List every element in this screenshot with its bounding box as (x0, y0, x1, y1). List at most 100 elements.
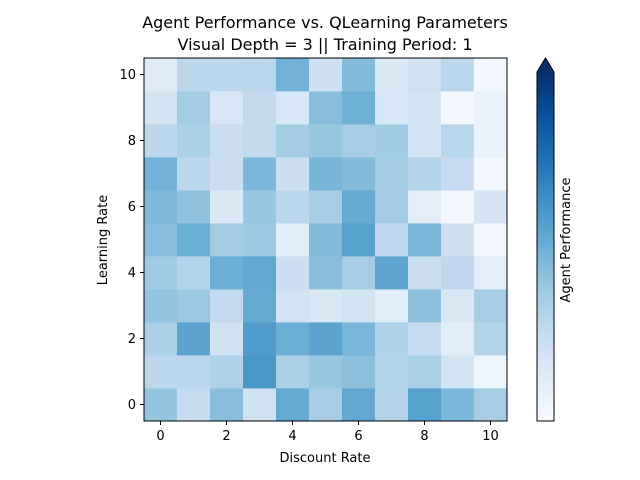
heatmap-cell (375, 322, 409, 356)
y-tick-label: 10 (119, 68, 136, 83)
heatmap-cell (375, 223, 409, 257)
heatmap-cell (144, 157, 178, 191)
heatmap-cell (408, 190, 442, 224)
heatmap-cell (375, 190, 409, 224)
heatmap-cell (375, 91, 409, 125)
heatmap-cell (474, 91, 508, 125)
heatmap-cell (309, 322, 343, 356)
heatmap-cell (276, 289, 310, 323)
heatmap-cell (210, 388, 244, 422)
heatmap-cell (309, 190, 343, 224)
heatmap-cell (474, 256, 508, 290)
heatmap-cell (408, 388, 442, 422)
heatmap-cell (243, 322, 277, 356)
heatmap-cell (441, 256, 475, 290)
heatmap-cell (210, 190, 244, 224)
heatmap-cell (144, 190, 178, 224)
heatmap-cell (276, 256, 310, 290)
heatmap-cell (408, 58, 442, 92)
heatmap-cell (144, 289, 178, 323)
heatmap-cell (408, 322, 442, 356)
heatmap-cell (276, 223, 310, 257)
heatmap-cell (243, 256, 277, 290)
heatmap-cell (342, 388, 376, 422)
heatmap-cell (243, 58, 277, 92)
heatmap-cell (342, 223, 376, 257)
colorbar-gradient (537, 72, 554, 421)
heatmap-cell (177, 289, 211, 323)
heatmap-cell (177, 355, 211, 389)
heatmap-cell (276, 58, 310, 92)
heatmap-cell (474, 388, 508, 422)
heatmap-cell (243, 157, 277, 191)
x-tick-label: 8 (420, 429, 428, 444)
heatmap-cell (177, 322, 211, 356)
heatmap-cell (441, 124, 475, 158)
heatmap-cell (177, 91, 211, 125)
heatmap-cell (243, 91, 277, 125)
heatmap-cell (408, 289, 442, 323)
heatmap-cell (441, 58, 475, 92)
plot-frame (143, 57, 508, 422)
heatmap-cell (375, 289, 409, 323)
heatmap-cell (375, 388, 409, 422)
heatmap-cell (342, 190, 376, 224)
heatmap-cell (408, 223, 442, 257)
heatmap-cell (210, 58, 244, 92)
heatmap-cell (474, 289, 508, 323)
x-tick-label: 10 (482, 429, 499, 444)
heatmap-cell (441, 388, 475, 422)
heatmap-cell (342, 289, 376, 323)
heatmap-cell (342, 322, 376, 356)
heatmap-cell (276, 157, 310, 191)
heatmap-cell (375, 355, 409, 389)
y-axis-ticks: 0 2 4 6 8 10 (119, 68, 144, 413)
heatmap-cell (144, 58, 178, 92)
heatmap-cell (243, 190, 277, 224)
heatmap-cell (177, 157, 211, 191)
heatmap-cell (441, 223, 475, 257)
heatmap-cell (408, 91, 442, 125)
heatmap-cell (276, 190, 310, 224)
heatmap-cell (309, 388, 343, 422)
heatmap-cell (177, 124, 211, 158)
heatmap-cell (441, 157, 475, 191)
heatmap-cell (375, 157, 409, 191)
heatmap-cell (474, 223, 508, 257)
heatmap-cell (408, 124, 442, 158)
heatmap-cell (375, 256, 409, 290)
heatmap-cell (441, 190, 475, 224)
x-tick-label: 0 (156, 429, 164, 444)
heatmap-cell (309, 355, 343, 389)
y-tick-label: 2 (128, 332, 136, 347)
heatmap-cell (177, 223, 211, 257)
heatmap-cell (408, 355, 442, 389)
heatmap-cell (144, 91, 178, 125)
heatmap-cell (243, 124, 277, 158)
y-axis-label: Learning Rate (96, 195, 111, 285)
heatmap-cell (309, 58, 343, 92)
y-tick-label: 0 (128, 398, 136, 413)
heatmap-cell (243, 388, 277, 422)
heatmap-cell (177, 190, 211, 224)
heatmap-cell (474, 124, 508, 158)
heatmap-cell (210, 91, 244, 125)
heatmap-cells (144, 58, 508, 422)
heatmap-cell (342, 256, 376, 290)
heatmap-cell (144, 124, 178, 158)
heatmap-cell (474, 58, 508, 92)
heatmap-cell (474, 355, 508, 389)
colorbar-label: Agent Performance (559, 178, 574, 303)
chart-subtitle: Visual Depth = 3 || Training Period: 1 (177, 35, 472, 54)
heatmap-cell (309, 223, 343, 257)
heatmap-cell (342, 58, 376, 92)
heatmap-cell (375, 58, 409, 92)
x-tick-label: 6 (354, 429, 362, 444)
heatmap-cell (276, 124, 310, 158)
heatmap-cell (210, 223, 244, 257)
heatmap-cell (309, 256, 343, 290)
heatmap-cell (243, 223, 277, 257)
heatmap-cell (276, 355, 310, 389)
heatmap-cell (144, 223, 178, 257)
heatmap-cell (375, 124, 409, 158)
